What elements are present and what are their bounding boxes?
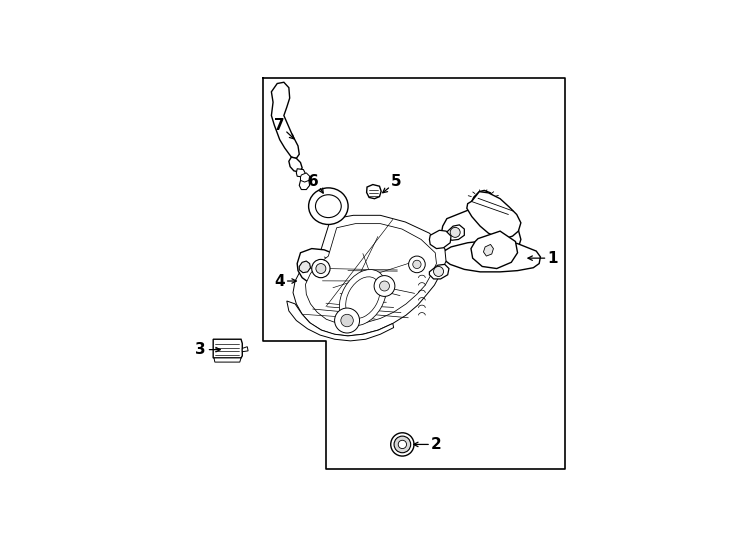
Circle shape: [390, 433, 414, 456]
Polygon shape: [484, 245, 493, 256]
Circle shape: [335, 308, 360, 333]
Circle shape: [450, 227, 460, 238]
Text: 2: 2: [431, 437, 442, 452]
Polygon shape: [213, 339, 242, 358]
Circle shape: [413, 260, 421, 268]
Circle shape: [394, 436, 411, 453]
Polygon shape: [472, 191, 493, 208]
Ellipse shape: [308, 188, 348, 225]
Polygon shape: [315, 285, 330, 302]
Text: 4: 4: [274, 274, 285, 288]
Polygon shape: [289, 157, 302, 172]
Polygon shape: [467, 192, 521, 239]
Polygon shape: [429, 230, 451, 248]
Polygon shape: [305, 224, 437, 325]
Circle shape: [409, 256, 425, 273]
Polygon shape: [299, 178, 310, 190]
Ellipse shape: [339, 269, 386, 326]
Polygon shape: [299, 261, 310, 273]
Circle shape: [312, 259, 330, 278]
Circle shape: [316, 264, 326, 274]
Circle shape: [399, 440, 407, 449]
Polygon shape: [429, 265, 449, 279]
Polygon shape: [214, 358, 241, 362]
Circle shape: [341, 314, 353, 327]
Circle shape: [379, 281, 390, 291]
Text: 3: 3: [195, 342, 206, 357]
Polygon shape: [297, 168, 305, 177]
Polygon shape: [287, 301, 393, 341]
Polygon shape: [242, 347, 248, 352]
Text: 1: 1: [548, 251, 558, 266]
Polygon shape: [297, 248, 343, 285]
Polygon shape: [446, 225, 465, 240]
Ellipse shape: [316, 195, 341, 218]
Text: 6: 6: [308, 174, 319, 188]
Text: 7: 7: [275, 118, 285, 133]
Polygon shape: [272, 82, 299, 158]
Polygon shape: [366, 185, 381, 199]
Polygon shape: [440, 207, 521, 268]
Polygon shape: [293, 215, 446, 336]
Text: 5: 5: [390, 174, 401, 188]
Polygon shape: [471, 231, 517, 268]
Ellipse shape: [346, 277, 380, 319]
Circle shape: [374, 275, 395, 296]
Polygon shape: [442, 239, 540, 272]
Circle shape: [434, 266, 443, 276]
Polygon shape: [300, 173, 310, 182]
